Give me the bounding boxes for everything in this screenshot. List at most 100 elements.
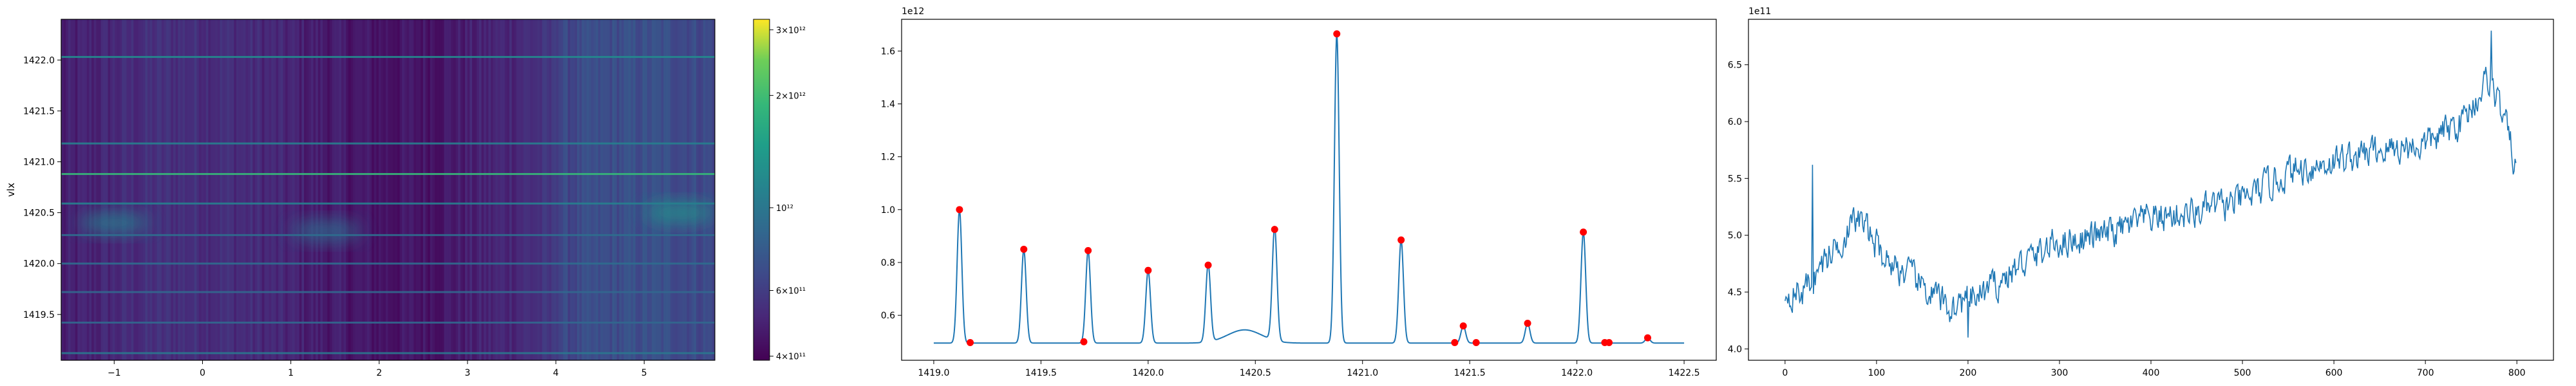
heatmap-column [222, 19, 225, 360]
heatmap-column [68, 19, 71, 360]
heatmap-column [152, 19, 155, 360]
heatmap-column [712, 19, 715, 360]
heatmap-column [654, 19, 657, 360]
heatmap-column [642, 19, 645, 360]
heatmap-column [194, 19, 197, 360]
time-series-offset-text: 1e11 [1748, 6, 1771, 17]
peak-offset-text: 1e12 [902, 6, 924, 17]
heatmap-column [220, 19, 223, 360]
heatmap-column [535, 19, 538, 360]
heatmap-column [530, 19, 533, 360]
heatmap-column [708, 19, 711, 360]
heatmap-column [518, 19, 522, 360]
heatmap-y-tick-label: 1421.0 [23, 157, 55, 167]
peak-marker [967, 338, 974, 346]
heatmap-column [379, 19, 382, 360]
time-series-x-tick-label: 700 [2417, 368, 2434, 378]
heatmap-column [689, 19, 692, 360]
heatmap-column [264, 19, 267, 360]
time-series-x-tick-label: 400 [2143, 368, 2160, 378]
heatmap-column [339, 19, 342, 360]
heatmap-column [142, 19, 146, 360]
time-series-y-ticks: 4.0 4.5 5.0 5.5 6.0 6.5 [1728, 60, 1748, 354]
heatmap-column [257, 19, 260, 360]
heatmap-column [491, 19, 494, 360]
heatmap-x-tick-label: 2 [376, 368, 382, 378]
heatmap-x-tick-label: −1 [108, 368, 121, 378]
peak-marker [1333, 30, 1341, 38]
heatmap-column [99, 19, 102, 360]
heatmap-column [607, 19, 611, 360]
heatmap-column [635, 19, 638, 360]
heatmap-column [672, 19, 676, 360]
heatmap-column [108, 19, 111, 360]
peak-marker [1472, 338, 1480, 346]
heatmap-column [122, 19, 125, 360]
heatmap-column [84, 19, 88, 360]
heatmap-column [474, 19, 477, 360]
heatmap-column [129, 19, 132, 360]
heatmap-bright-row [61, 262, 715, 265]
heatmap-column [198, 19, 202, 360]
heatmap-column [243, 19, 246, 360]
heatmap-column [665, 19, 669, 360]
peak-markers [956, 30, 1651, 346]
time-series-y-tick-label: 6.5 [1728, 60, 1742, 71]
heatmap-column [399, 19, 402, 360]
heatmap-column [343, 19, 346, 360]
heatmap-frame [61, 19, 715, 361]
heatmap-column [437, 19, 440, 360]
heatmap-column [638, 19, 641, 360]
heatmap-column [147, 19, 151, 360]
heatmap-column [675, 19, 678, 360]
heatmap-x-tick-label: 4 [553, 368, 559, 378]
time-series-x-tick-label: 600 [2325, 368, 2343, 378]
peak-x-tick-label: 1420.0 [1132, 368, 1164, 378]
heatmap-column [409, 19, 412, 360]
heatmap-column [299, 19, 302, 360]
heatmap-column [661, 19, 664, 360]
heatmap-column [504, 19, 507, 360]
heatmap-column [332, 19, 335, 360]
heatmap-column [185, 19, 188, 360]
heatmap-column [91, 19, 95, 360]
heatmap-column [565, 19, 569, 360]
heatmap-column [540, 19, 543, 360]
heatmap-column [110, 19, 113, 360]
heatmap-columns [61, 19, 715, 360]
colorbar-tick-label: 4×10¹¹ [776, 353, 806, 362]
heatmap-column [668, 19, 671, 360]
time-series-frame [1748, 19, 2554, 361]
heatmap-column [549, 19, 552, 360]
heatmap-bright-row [61, 142, 715, 145]
heatmap-column [350, 19, 354, 360]
heatmap-y-tick-label: 1422.0 [23, 55, 55, 66]
heatmap-column [273, 19, 277, 360]
heatmap-column [500, 19, 503, 360]
heatmap-column [406, 19, 410, 360]
heatmap-column [213, 19, 216, 360]
peak-x-ticks: 1419.0 1419.5 1420.0 1420.5 1421.0 1421.5 1422… [918, 360, 1700, 378]
heatmap-column [133, 19, 137, 360]
heatmap-column [453, 19, 457, 360]
heatmap-y-ticks: 1419.5 1420.0 1420.5 1421.0 1421.5 1422.0 [23, 55, 61, 320]
peak-marker [1643, 334, 1651, 342]
time-series-x-tick-label: 500 [2234, 368, 2251, 378]
heatmap-column [366, 19, 370, 360]
heatmap-column [687, 19, 690, 360]
heatmap-column [609, 19, 613, 360]
heatmap-column [316, 19, 319, 360]
heatmap-column [544, 19, 547, 360]
heatmap-column [395, 19, 398, 360]
heatmap-column [430, 19, 433, 360]
heatmap-column [663, 19, 667, 360]
heatmap-x-tick-label: 3 [464, 368, 470, 378]
peak-line-panel: 1419.0 1419.5 1420.0 1420.5 1421.0 1421.5 1422… [881, 6, 1717, 378]
heatmap-column [290, 19, 293, 360]
heatmap-column [441, 19, 445, 360]
heatmap-column [558, 19, 562, 360]
heatmap-column [241, 19, 244, 360]
heatmap-column [390, 19, 393, 360]
heatmap-column [645, 19, 648, 360]
